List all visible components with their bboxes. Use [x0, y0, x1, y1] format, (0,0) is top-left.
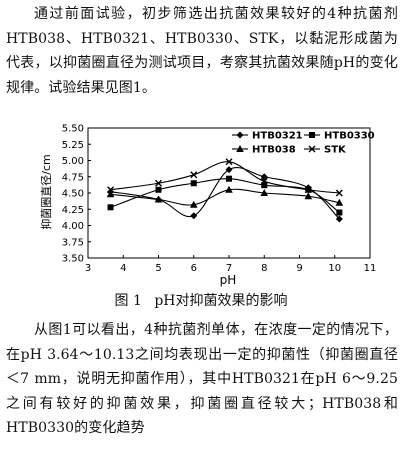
x-axis-label: pH: [220, 273, 237, 287]
data-point: [190, 180, 197, 187]
y-tick-label: 3.75: [62, 237, 84, 248]
data-point: [304, 186, 312, 194]
series-stk: [107, 158, 343, 197]
data-point: [335, 198, 344, 206]
data-point: [260, 173, 268, 181]
y-tick-label: 3.50: [62, 254, 84, 265]
data-point: [335, 189, 343, 197]
intro-paragraph: 通过前面试验，初步筛选出抗菌效果较好的4种抗菌剂HTB038、HTB0321、H…: [6, 6, 398, 96]
data-point: [190, 212, 198, 220]
data-point: [225, 158, 233, 166]
data-point: [304, 192, 313, 200]
legend-marker: [308, 145, 316, 153]
legend-label: HTB0330: [324, 131, 375, 142]
data-point: [261, 182, 268, 189]
x-tick-label: 9: [296, 263, 302, 274]
figure-caption: 图 1 pH对抑菌效果的影响: [0, 290, 402, 310]
series-htb038: [106, 185, 344, 208]
x-tick-label: 8: [261, 263, 267, 274]
data-point: [155, 179, 162, 187]
y-tick-label: 5.00: [62, 156, 84, 167]
y-axis-label: 抑菌圈直径/cm: [39, 154, 53, 229]
x-tick-label: 7: [226, 263, 232, 274]
legend-item: STK: [304, 145, 347, 156]
legend-item: HTB038: [232, 145, 296, 156]
data-point: [225, 185, 233, 193]
figure-title: pH对抑菌效果的影响: [154, 293, 288, 309]
data-point: [335, 215, 343, 223]
data-point: [260, 189, 269, 196]
y-tick-label: 4.50: [62, 189, 84, 200]
data-point: [106, 190, 115, 198]
data-point: [107, 186, 115, 194]
y-tick-label: 5.50: [62, 124, 84, 135]
data-point: [155, 186, 162, 193]
legend-label: HTB0321: [252, 131, 303, 142]
chart-legend: HTB0321 HTB0330 HTB038 STK: [232, 131, 375, 156]
chart-ticks: 3.50 3.75 4.00 4.25 4.50 4.75 5.00 5.25 5.50 3 4 5 6…: [62, 124, 377, 275]
data-point: [225, 166, 233, 174]
chart-series: [106, 158, 344, 223]
legend-item: HTB0321: [232, 131, 303, 142]
x-tick-label: 4: [120, 263, 126, 274]
x-tick-label: 11: [364, 263, 377, 274]
series-line: [110, 167, 340, 220]
x-tick-label: 3: [85, 263, 91, 274]
x-tick-label: 5: [155, 263, 161, 274]
y-tick-label: 5.25: [62, 140, 84, 151]
data-point: [226, 175, 232, 182]
data-point: [107, 204, 114, 211]
data-point: [154, 195, 163, 203]
data-point: [260, 177, 268, 185]
legend-marker: [309, 132, 315, 138]
data-point: [189, 200, 198, 208]
legend-label: STK: [324, 145, 347, 156]
legend-item: HTB0330: [304, 131, 375, 142]
legend-label: HTB038: [252, 145, 296, 156]
figure-number: 图 1: [114, 293, 142, 309]
ph-effect-line-chart: 3.50 3.75 4.00 4.25 4.50 4.75 5.00 5.25 5.50 3 4 5 6…: [39, 124, 377, 288]
y-tick-label: 4.25: [62, 205, 84, 216]
y-tick-label: 4.00: [62, 221, 84, 232]
x-tick-label: 6: [191, 263, 197, 274]
legend-marker: [236, 131, 244, 139]
result-paragraph: 从图1可以看出，4种抗菌剂单体，在浓度一定的情况下，在pH 3.64～10.13…: [6, 322, 398, 436]
y-tick-label: 4.75: [62, 172, 84, 183]
data-point: [336, 209, 343, 216]
legend-marker: [236, 145, 244, 152]
data-point: [190, 171, 198, 179]
x-tick-label: 10: [328, 263, 341, 274]
